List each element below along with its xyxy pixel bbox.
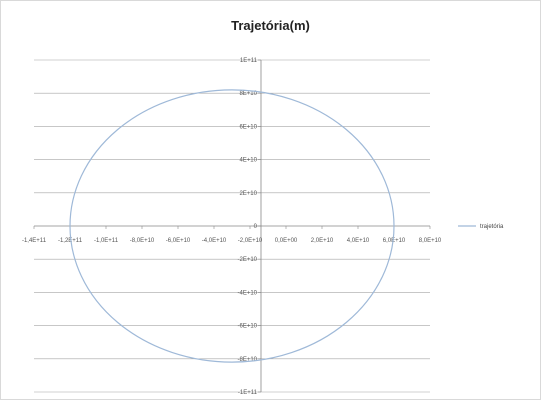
y-tick-label: -4E+10 [237,290,257,296]
x-tick-label: -1,4E+11 [22,238,47,244]
x-tick-label: 0,0E+00 [275,238,298,244]
y-tick-label: 8E+10 [239,91,257,97]
x-tick-label: 2,0E+10 [311,238,334,244]
legend-label: trajetória [480,224,504,230]
axes [33,59,431,393]
x-tick-label: -4,0E+10 [202,238,227,244]
x-tick-label: 4,0E+10 [347,238,370,244]
y-tick-label: 0 [254,224,258,230]
y-tick-label: -8E+10 [237,357,257,363]
y-tick-label: -2E+10 [237,257,257,263]
x-tick-labels: -1,4E+11 -1,2E+11 -1,0E+11 -8,0E+10 -6,0E+10… [22,238,442,244]
x-tick-label: -2,0E+10 [238,238,263,244]
x-tick-label: 6,0E+10 [383,238,406,244]
x-tick-label: -8,0E+10 [130,238,155,244]
y-tick-label: 6E+10 [239,124,257,130]
y-tick-label: 2E+10 [239,191,257,197]
y-tick-label: -6E+10 [237,324,257,330]
y-tick-label: -1E+11 [238,390,258,396]
x-tick-label: -1,0E+11 [94,238,119,244]
x-tick-label: -6,0E+10 [166,238,191,244]
y-tick-labels: 1E+11 8E+10 6E+10 4E+10 2E+10 0 -2E+10 -4E+10 -6… [237,58,257,396]
grid-lines [34,59,430,393]
y-tick-label: 4E+10 [239,158,257,164]
legend: trajetória [458,224,504,230]
x-tick-label: -1,2E+11 [58,238,83,244]
y-tick-label: 1E+11 [240,58,258,64]
x-tick-label: 8,0E+10 [419,238,442,244]
trajectory-series-line [69,89,395,363]
chart-title: Trajetória(m) [231,18,310,33]
series-layer [69,89,395,363]
